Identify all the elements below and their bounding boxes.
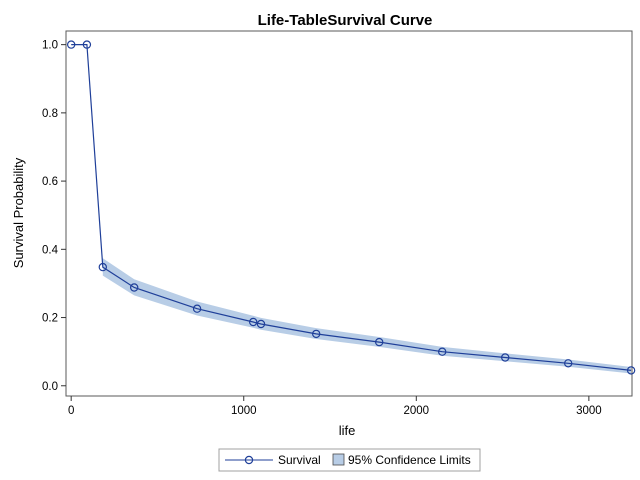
x-tick-label: 1000 (231, 405, 257, 417)
survival-point (66, 40, 76, 49)
survival-point (129, 283, 139, 292)
survival-line (71, 43, 632, 371)
x-axis-label: life (339, 423, 356, 438)
confidence-band (102, 258, 632, 374)
y-tick-label: 0.2 (42, 313, 58, 325)
plot-frame (65, 30, 633, 397)
legend-frame (218, 448, 481, 472)
survival-point (256, 319, 266, 329)
survival-point (82, 40, 92, 49)
survival-point (501, 353, 510, 362)
survival-point (248, 317, 258, 327)
survival-point (312, 329, 321, 339)
x-axis: 0 1000 2000 3000 (68, 396, 602, 417)
legend-survival-label: Survival (278, 453, 321, 467)
y-tick-label: 1.0 (42, 40, 58, 52)
survival-point (192, 304, 202, 313)
x-tick-label: 3000 (576, 405, 602, 417)
y-tick-label: 0.4 (42, 244, 59, 256)
y-tick-label: 0.8 (42, 108, 58, 120)
x-tick-label: 0 (68, 405, 74, 417)
y-axis: 0.0 0.2 0.4 0.6 0.8 1.0 (42, 40, 66, 393)
survival-point (626, 366, 636, 375)
y-tick-label: 0.6 (42, 176, 58, 188)
legend-band-swatch (332, 453, 345, 466)
y-tick-label: 0.0 (42, 381, 58, 393)
legend: Survival 95% Confidence Limits (218, 448, 481, 472)
x-tick-label: 2000 (404, 405, 430, 417)
legend-survival-marker (244, 455, 254, 465)
survival-point (375, 337, 384, 347)
y-axis-label: Survival Probability (11, 157, 26, 268)
confidence-band-layer (102, 258, 632, 374)
legend-band-label: 95% Confidence Limits (348, 453, 471, 467)
survival-point (98, 262, 108, 272)
survival-series-layer (66, 40, 636, 375)
survival-point (438, 347, 447, 356)
survival-point (564, 359, 573, 368)
chart-title: Life-TableSurvival Curve (258, 12, 433, 29)
